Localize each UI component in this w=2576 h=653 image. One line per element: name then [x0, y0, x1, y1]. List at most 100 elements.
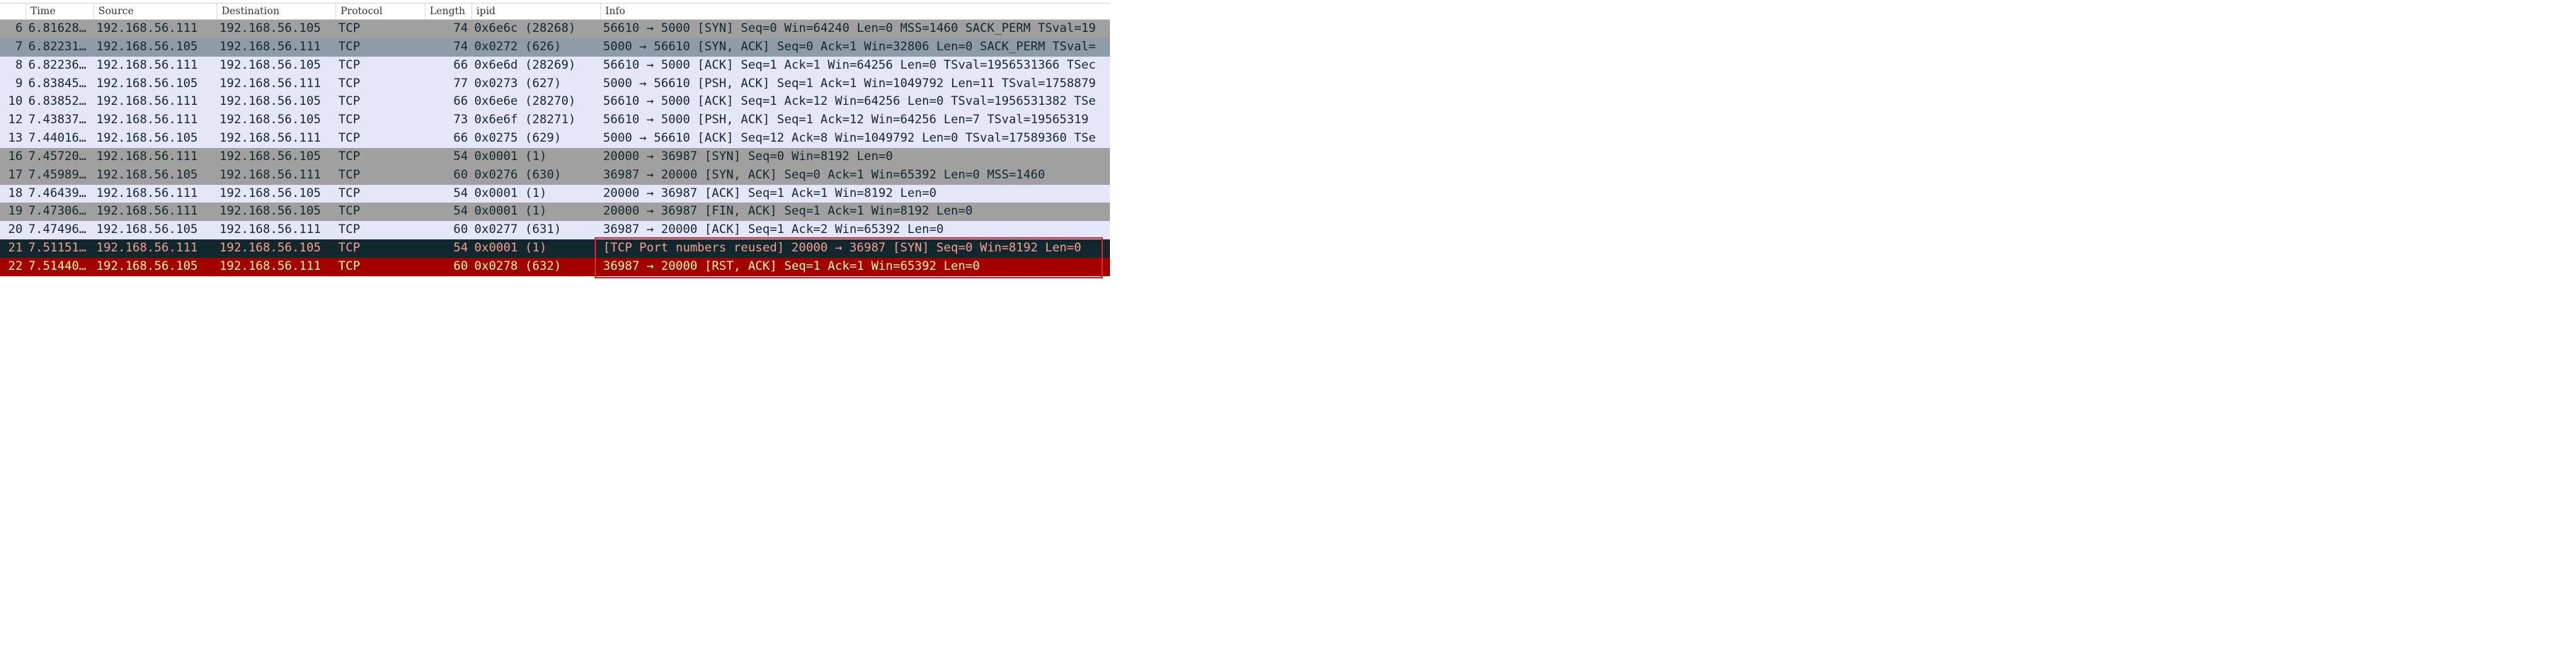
cell-protocol: TCP	[338, 259, 360, 273]
cell-no: 17	[8, 167, 23, 182]
cell-no: 8	[15, 57, 23, 72]
cell-destination: 192.168.56.105	[219, 113, 321, 127]
cell-ipid: 0x0001 (1)	[474, 149, 547, 164]
column-header-source[interactable]: Source	[93, 4, 217, 19]
cell-source: 192.168.56.111	[96, 241, 198, 256]
column-header-info[interactable]: Info	[600, 4, 1110, 19]
cell-destination: 192.168.56.111	[219, 39, 321, 54]
column-header-ipid[interactable]: ipid	[471, 4, 600, 19]
cell-no: 10	[8, 94, 23, 109]
packet-row[interactable]: 12 7.43837… 192.168.56.111 192.168.56.105 TC…	[0, 111, 1110, 130]
packet-row[interactable]: 9 6.83845… 192.168.56.105 192.168.56.111 TCP…	[0, 74, 1110, 93]
cell-source: 192.168.56.111	[96, 149, 198, 164]
cell-destination: 192.168.56.111	[219, 167, 321, 182]
cell-time: 6.82236…	[28, 57, 86, 72]
packet-row[interactable]: 6 6.81628… 192.168.56.111 192.168.56.105 TCP…	[0, 20, 1110, 38]
cell-no: 21	[8, 241, 23, 256]
column-header-destination[interactable]: Destination	[217, 4, 336, 19]
packet-rows: 6 6.81628… 192.168.56.111 192.168.56.105 TCP…	[0, 20, 1110, 276]
cell-protocol: TCP	[338, 149, 360, 164]
cell-time: 7.51151…	[28, 241, 86, 256]
cell-ipid: 0x6e6e (28270)	[474, 94, 576, 109]
cell-source: 192.168.56.105	[96, 39, 198, 54]
packet-row[interactable]: 10 6.83852… 192.168.56.111 192.168.56.105 TC…	[0, 93, 1110, 112]
cell-info: [TCP Port numbers reused] 20000 → 36987 …	[603, 241, 1082, 256]
cell-destination: 192.168.56.105	[219, 186, 321, 200]
cell-protocol: TCP	[338, 57, 360, 72]
cell-ipid: 0x0277 (631)	[474, 222, 561, 237]
cell-length: 77	[453, 76, 468, 91]
cell-length: 54	[453, 149, 468, 164]
cell-info: 20000 → 36987 [FIN, ACK] Seq=1 Ack=1 Win…	[603, 204, 973, 219]
cell-source: 192.168.56.105	[96, 259, 198, 273]
cell-length: 60	[453, 259, 468, 273]
cell-destination: 192.168.56.111	[219, 131, 321, 146]
cell-ipid: 0x0001 (1)	[474, 241, 547, 256]
cell-info: 5000 → 56610 [SYN, ACK] Seq=0 Ack=1 Win=…	[603, 39, 1096, 54]
cell-time: 7.47306…	[28, 204, 86, 219]
cell-ipid: 0x0001 (1)	[474, 204, 547, 219]
column-header-length[interactable]: Length	[425, 4, 471, 19]
cell-ipid: 0x0001 (1)	[474, 186, 547, 200]
cell-time: 6.81628…	[28, 21, 86, 35]
packet-list[interactable]: Time Source Destination Protocol Length …	[0, 0, 1110, 283]
cell-info: 20000 → 36987 [ACK] Seq=1 Ack=1 Win=8192…	[603, 186, 937, 200]
cell-destination: 192.168.56.105	[219, 149, 321, 164]
column-header-time[interactable]: Time	[25, 4, 93, 19]
cell-no: 18	[8, 186, 23, 200]
cell-ipid: 0x0278 (632)	[474, 259, 561, 273]
packet-row[interactable]: 13 7.44016… 192.168.56.105 192.168.56.111 TC…	[0, 130, 1110, 148]
cell-no: 12	[8, 113, 23, 127]
cell-info: 56610 → 5000 [ACK] Seq=1 Ack=12 Win=6425…	[603, 94, 1096, 109]
cell-destination: 192.168.56.105	[219, 241, 321, 256]
cell-no: 22	[8, 259, 23, 273]
cell-source: 192.168.56.105	[96, 167, 198, 182]
cell-length: 60	[453, 167, 468, 182]
packet-row[interactable]: 21 7.51151… 192.168.56.111 192.168.56.105 TC…	[0, 239, 1110, 258]
cell-ipid: 0x6e6c (28268)	[474, 21, 576, 35]
cell-no: 16	[8, 149, 23, 164]
cell-source: 192.168.56.105	[96, 76, 198, 91]
packet-row[interactable]: 20 7.47496… 192.168.56.105 192.168.56.111 TC…	[0, 221, 1110, 240]
cell-source: 192.168.56.111	[96, 57, 198, 72]
packet-row[interactable]: 17 7.45989… 192.168.56.105 192.168.56.111 TC…	[0, 166, 1110, 185]
cell-length: 73	[453, 113, 468, 127]
column-header-protocol[interactable]: Protocol	[336, 4, 425, 19]
cell-protocol: TCP	[338, 94, 360, 109]
cell-length: 66	[453, 57, 468, 72]
cell-no: 13	[8, 131, 23, 146]
cell-source: 192.168.56.111	[96, 186, 198, 200]
cell-ipid: 0x6e6d (28269)	[474, 57, 576, 72]
cell-destination: 192.168.56.111	[219, 259, 321, 273]
cell-time: 7.43837…	[28, 113, 86, 127]
cell-time: 7.44016…	[28, 131, 86, 146]
cell-protocol: TCP	[338, 186, 360, 200]
cell-destination: 192.168.56.105	[219, 94, 321, 109]
cell-length: 60	[453, 222, 468, 237]
cell-protocol: TCP	[338, 131, 360, 146]
cell-destination: 192.168.56.105	[219, 21, 321, 35]
packet-row[interactable]: 8 6.82236… 192.168.56.111 192.168.56.105 TCP…	[0, 56, 1110, 75]
cell-no: 6	[15, 21, 23, 35]
cell-source: 192.168.56.105	[96, 131, 198, 146]
packet-row[interactable]: 7 6.82231… 192.168.56.105 192.168.56.111 TCP…	[0, 38, 1110, 57]
packet-row[interactable]: 18 7.46439… 192.168.56.111 192.168.56.105 TC…	[0, 184, 1110, 203]
packet-row[interactable]: 16 7.45720… 192.168.56.111 192.168.56.105 TC…	[0, 147, 1110, 166]
cell-info: 5000 → 56610 [PSH, ACK] Seq=1 Ack=1 Win=…	[603, 76, 1096, 91]
cell-destination: 192.168.56.105	[219, 204, 321, 219]
cell-source: 192.168.56.111	[96, 21, 198, 35]
column-header-no[interactable]	[0, 4, 25, 19]
cell-length: 54	[453, 241, 468, 256]
cell-info: 56610 → 5000 [PSH, ACK] Seq=1 Ack=12 Win…	[603, 113, 1089, 127]
cell-ipid: 0x0276 (630)	[474, 167, 561, 182]
packet-row[interactable]: 22 7.51440… 192.168.56.105 192.168.56.111 TC…	[0, 257, 1110, 276]
cell-source: 192.168.56.105	[96, 222, 198, 237]
cell-no: 7	[15, 39, 23, 54]
cell-source: 192.168.56.111	[96, 94, 198, 109]
cell-protocol: TCP	[338, 113, 360, 127]
cell-length: 54	[453, 186, 468, 200]
cell-time: 7.45720…	[28, 149, 86, 164]
cell-ipid: 0x0275 (629)	[474, 131, 561, 146]
packet-row[interactable]: 19 7.47306… 192.168.56.111 192.168.56.105 TC…	[0, 203, 1110, 222]
cell-time: 6.82231…	[28, 39, 86, 54]
